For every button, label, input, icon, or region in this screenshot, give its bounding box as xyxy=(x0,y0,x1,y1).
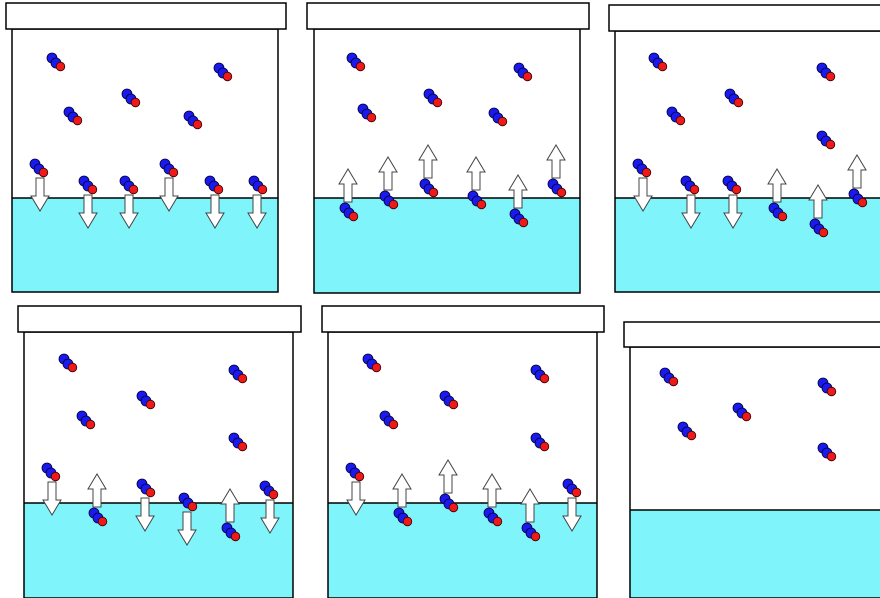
molecule xyxy=(563,479,581,497)
molecule xyxy=(440,391,458,409)
molecule xyxy=(733,403,751,421)
arrow-up xyxy=(88,474,106,507)
molecule xyxy=(120,176,138,194)
molecule xyxy=(59,354,77,372)
molecule xyxy=(548,179,566,197)
molecule xyxy=(681,176,699,194)
molecule xyxy=(660,368,678,386)
liquid xyxy=(24,503,293,598)
molecule xyxy=(424,89,442,107)
molecule xyxy=(229,433,247,451)
molecule xyxy=(514,63,532,81)
lid xyxy=(18,306,301,332)
molecule xyxy=(817,131,835,149)
molecule xyxy=(77,411,95,429)
arrow-up xyxy=(848,155,866,188)
arrow-up xyxy=(439,460,457,493)
lid xyxy=(322,306,604,332)
arrow-up xyxy=(768,169,786,202)
molecule xyxy=(184,111,202,129)
molecule xyxy=(818,443,836,461)
lid xyxy=(307,3,589,29)
molecule xyxy=(346,463,364,481)
molecule xyxy=(137,391,155,409)
molecule xyxy=(347,53,365,71)
diagram xyxy=(0,0,880,598)
molecule xyxy=(531,365,549,383)
molecule xyxy=(649,53,667,71)
arrow-up xyxy=(339,169,357,202)
molecule xyxy=(531,433,549,451)
lid xyxy=(624,322,880,347)
arrow-up xyxy=(393,474,411,507)
liquid xyxy=(630,510,880,598)
molecule xyxy=(818,378,836,396)
molecule xyxy=(64,107,82,125)
arrow-up xyxy=(483,474,501,507)
molecule xyxy=(214,63,232,81)
molecule xyxy=(79,176,97,194)
arrow-up xyxy=(547,145,565,178)
molecule xyxy=(137,479,155,497)
lid xyxy=(609,5,880,31)
molecule xyxy=(42,463,60,481)
arrow-up xyxy=(467,157,485,190)
molecule xyxy=(160,159,178,177)
molecule xyxy=(380,411,398,429)
liquid xyxy=(615,198,880,292)
molecule xyxy=(205,176,223,194)
lid xyxy=(6,3,286,29)
molecule xyxy=(47,53,65,71)
molecule xyxy=(260,481,278,499)
molecule xyxy=(723,176,741,194)
liquid xyxy=(328,503,597,598)
molecule xyxy=(358,104,376,122)
molecule xyxy=(633,159,651,177)
molecule xyxy=(363,354,381,372)
molecule xyxy=(249,176,267,194)
molecule xyxy=(122,89,140,107)
arrow-up xyxy=(419,145,437,178)
molecule xyxy=(817,63,835,81)
liquid xyxy=(12,198,278,292)
molecule xyxy=(667,107,685,125)
arrow-up xyxy=(379,157,397,190)
molecule xyxy=(725,89,743,107)
molecule xyxy=(229,365,247,383)
molecule xyxy=(678,422,696,440)
molecule xyxy=(420,179,438,197)
molecule xyxy=(489,108,507,126)
molecule xyxy=(30,159,48,177)
